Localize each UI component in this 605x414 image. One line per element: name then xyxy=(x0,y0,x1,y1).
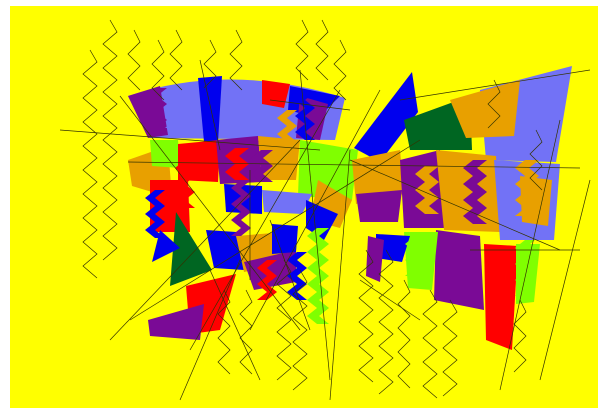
zigzag-line xyxy=(442,299,458,397)
purple-zigzag-band xyxy=(145,88,167,128)
zigzag-line xyxy=(151,39,165,101)
blue-shape xyxy=(354,72,418,162)
orange-zigzag-band xyxy=(515,160,539,216)
thin-line xyxy=(269,99,351,111)
purple-zigzag-band xyxy=(231,180,251,236)
purple-zigzag-band xyxy=(441,240,463,296)
thin-line xyxy=(349,159,561,251)
green-shape xyxy=(170,212,212,286)
thin-line xyxy=(199,59,221,151)
zigzag-line xyxy=(102,19,118,261)
thin-line xyxy=(189,89,341,351)
zigzag-line xyxy=(292,269,308,391)
orange-shape xyxy=(352,150,404,204)
orange-zigzag-band xyxy=(277,110,297,150)
orange-shape xyxy=(436,150,500,232)
thin-line xyxy=(249,89,381,331)
periwinkle-zigzag-band xyxy=(165,88,187,128)
red-shape xyxy=(484,244,518,350)
lime-zigzag-band xyxy=(307,228,329,324)
purple-shape xyxy=(366,236,384,282)
thin-line xyxy=(129,139,421,321)
thin-line xyxy=(179,259,241,401)
zigzag-line xyxy=(513,299,527,373)
thin-line xyxy=(119,95,301,331)
zigzag-line xyxy=(422,289,438,399)
periwinkle-shape xyxy=(262,190,312,214)
thin-line xyxy=(269,219,311,331)
zigzag-line xyxy=(333,39,347,101)
zigzag-line xyxy=(397,279,411,389)
red-zigzag-band xyxy=(225,148,249,180)
zigzag-lines-layer xyxy=(82,19,543,399)
zigzag-line xyxy=(217,289,231,375)
zigzag-line xyxy=(378,249,394,395)
zigzag-line xyxy=(487,79,501,129)
zigzag-line xyxy=(295,19,309,81)
lime-shape xyxy=(298,140,358,200)
thin-line xyxy=(399,69,591,101)
zigzag-line xyxy=(203,39,217,89)
purple-shape xyxy=(244,250,296,290)
thin-line xyxy=(499,119,561,391)
zigzag-line xyxy=(239,289,253,375)
zigzag-line xyxy=(315,19,329,81)
thin-line xyxy=(109,139,301,341)
purple-zigzag-band xyxy=(251,150,273,182)
blue-shape xyxy=(272,224,298,254)
blue-zigzag-band xyxy=(145,190,165,238)
orange-shape xyxy=(450,80,520,138)
red-zigzag-band xyxy=(175,160,195,208)
blue-shape xyxy=(306,200,338,240)
zigzag-line xyxy=(529,129,543,191)
thin-line xyxy=(359,279,421,321)
zigzag-line xyxy=(127,29,141,91)
blue-shape xyxy=(198,76,222,142)
red-shape xyxy=(262,80,290,108)
zigzag-line xyxy=(276,259,292,381)
thin-line xyxy=(299,69,331,381)
purple-shape xyxy=(148,304,204,340)
purple-shape xyxy=(356,190,402,222)
purple-zigzag-band xyxy=(463,160,487,224)
zigzag-line xyxy=(229,29,243,91)
thin-line xyxy=(59,129,321,151)
lime-zigzag-band xyxy=(405,236,427,276)
orange-zigzag-band xyxy=(415,166,439,214)
zigzag-line xyxy=(358,249,374,383)
thin-line xyxy=(127,161,581,169)
thin-line xyxy=(539,179,591,381)
blue-zigzag-band xyxy=(287,252,307,300)
blue-shape xyxy=(376,234,410,262)
thin-line xyxy=(209,269,261,381)
thin-lines-layer xyxy=(59,59,591,401)
blue-shape xyxy=(206,230,244,270)
zigzag-line xyxy=(82,49,98,279)
zigzag-line xyxy=(169,29,183,91)
thin-line xyxy=(329,149,351,401)
